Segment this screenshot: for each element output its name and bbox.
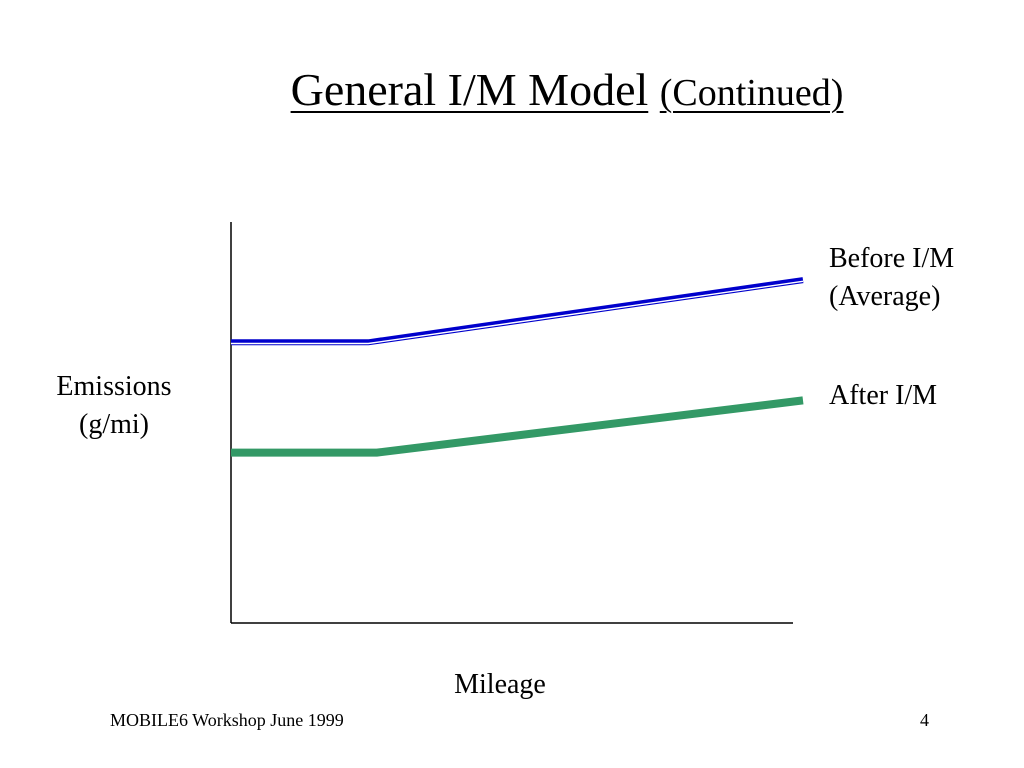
- y-axis-label-line1: Emissions: [56, 371, 172, 402]
- series-line-gap-before-i-m: [231, 280, 804, 345]
- y-axis-label-line2: (g/mi): [79, 409, 149, 440]
- legend-before-im-line1: Before I/M: [829, 243, 955, 274]
- slide-title: General I/M Model (Continued): [0, 62, 1024, 121]
- series-line-before-i-m: [231, 277, 804, 346]
- legend-after-im: After I/M: [829, 377, 937, 415]
- legend-before-im: Before I/M (Average): [829, 240, 954, 316]
- title-main: General I/M Model: [290, 64, 649, 115]
- page-number: 4: [920, 710, 929, 730]
- series-line-after-i-m: [231, 396, 804, 457]
- legend-after-im-line1: After I/M: [829, 380, 938, 411]
- y-axis-label: Emissions (g/mi): [30, 368, 198, 444]
- series-layer: [231, 277, 804, 457]
- legend-before-im-line2: (Average): [829, 281, 941, 312]
- footer-text: MOBILE6 Workshop June 1999: [110, 710, 344, 730]
- x-axis-label: Mileage: [454, 669, 546, 700]
- title-sub: (Continued): [659, 72, 844, 114]
